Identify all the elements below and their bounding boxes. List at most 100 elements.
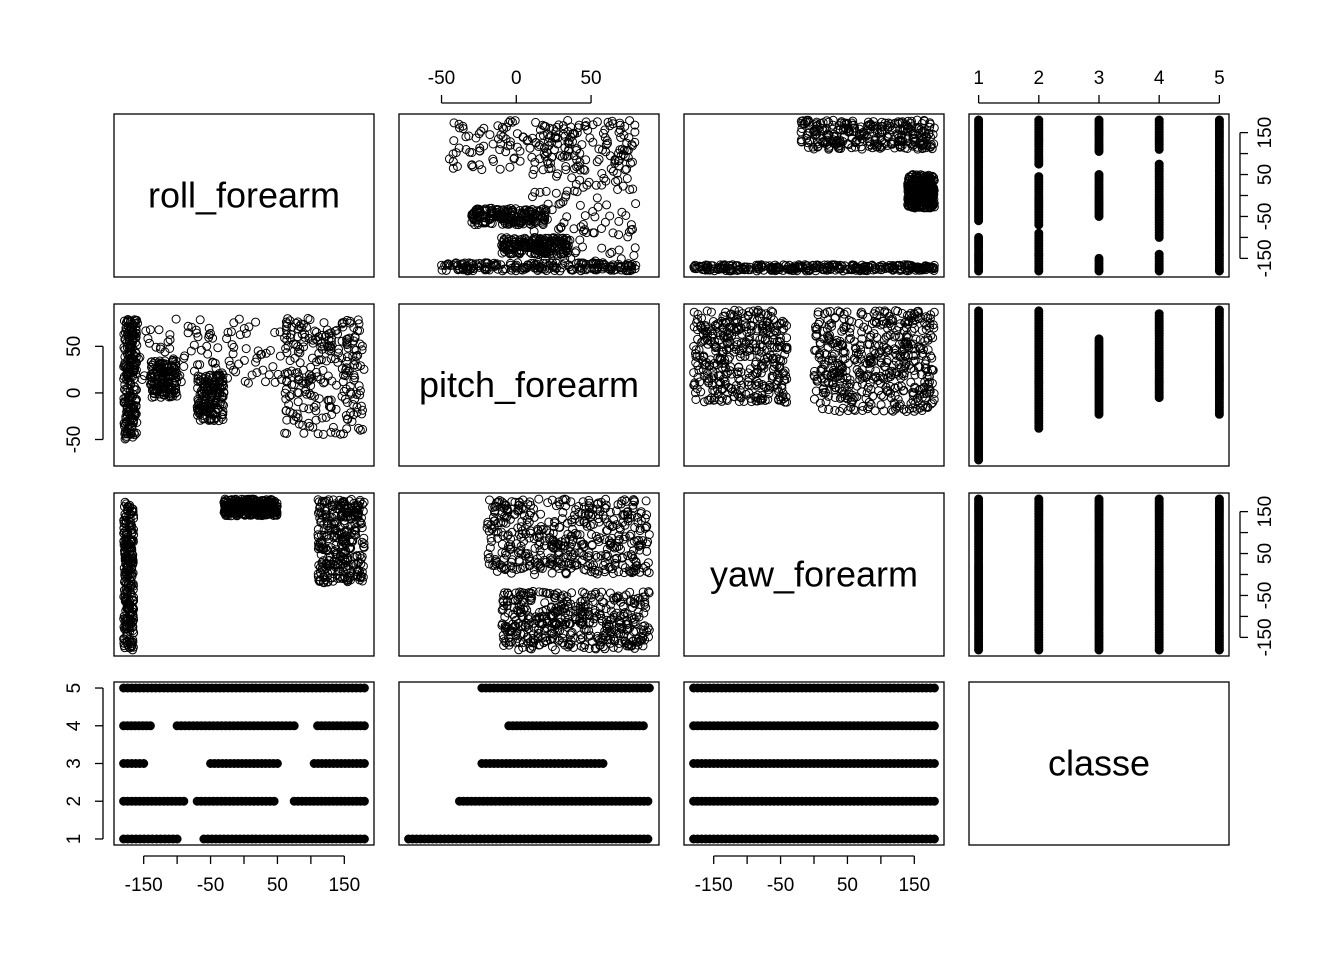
scatter-point	[342, 335, 352, 344]
scatter-point	[268, 362, 278, 372]
scatter-point	[622, 174, 632, 183]
scatter-point	[121, 419, 131, 429]
scatter-point	[146, 370, 156, 379]
scatter-point	[754, 312, 764, 322]
scatter-point	[330, 326, 340, 336]
scatter-point	[264, 370, 274, 380]
scatter-point	[770, 358, 780, 368]
scatter-point	[501, 122, 511, 132]
scatter-point	[907, 122, 917, 132]
scatter-point	[766, 306, 776, 316]
scatter-point	[909, 128, 919, 138]
scatter-point	[327, 512, 337, 522]
scatter-point	[328, 576, 338, 586]
scatter-point	[171, 388, 181, 398]
scatter-point	[552, 122, 562, 132]
scatter-point	[170, 373, 180, 383]
scatter-point	[597, 243, 607, 253]
scatter-point	[355, 497, 365, 507]
scatter-point	[838, 355, 848, 365]
scatter-point	[281, 384, 291, 394]
scatter-point	[614, 156, 624, 165]
scatter-point	[282, 330, 292, 340]
scatter-point	[928, 199, 938, 209]
scatter-point	[536, 205, 546, 215]
scatter-point	[921, 312, 931, 322]
scatter-point	[811, 322, 820, 332]
scatter-point	[225, 499, 235, 509]
scatter-point	[808, 142, 818, 152]
scatter-point	[725, 337, 735, 347]
scatter-point	[147, 376, 157, 386]
scatter-point	[859, 322, 869, 332]
scatter-point	[610, 156, 620, 166]
scatter-point	[126, 380, 136, 390]
scatter-point	[880, 264, 890, 274]
scatter-point	[562, 186, 572, 196]
scatter-point	[328, 422, 338, 432]
scatter-point	[333, 566, 343, 576]
scatter-point	[553, 139, 562, 149]
scatter-point	[691, 395, 701, 404]
scatter-point	[331, 428, 340, 438]
scatter-point	[625, 185, 635, 195]
scatter-point	[730, 384, 740, 394]
scatter-point	[818, 138, 828, 148]
scatter-point	[899, 369, 909, 378]
scatter-point	[474, 129, 484, 139]
scatter-point	[569, 224, 579, 234]
scatter-point	[564, 139, 574, 149]
scatter-point	[119, 374, 129, 384]
scatter-point	[204, 332, 214, 342]
scatter-point	[285, 356, 295, 366]
scatter-point	[163, 377, 173, 387]
scatter-point	[556, 240, 566, 250]
scatter-point	[628, 184, 638, 194]
scatter-point	[858, 401, 868, 411]
scatter-point	[726, 383, 736, 393]
scatter-point	[839, 314, 849, 324]
scatter-point	[850, 343, 860, 353]
scatter-point	[616, 254, 626, 264]
scatter-point	[539, 131, 548, 140]
scatter-point	[328, 495, 338, 505]
scatter-point	[503, 206, 513, 216]
scatter-point	[352, 408, 362, 417]
scatter-point	[167, 361, 177, 371]
scatter-point	[535, 242, 544, 252]
scatter-point	[552, 171, 561, 181]
scatter-point	[778, 394, 788, 404]
scatter-point	[900, 351, 910, 360]
scatter-point	[626, 264, 636, 274]
scatter-point	[839, 118, 849, 128]
scatter-point	[563, 116, 573, 125]
scatter-point	[780, 366, 790, 376]
scatter-point	[623, 265, 633, 275]
scatter-point	[881, 343, 891, 353]
scatter-point	[251, 357, 261, 367]
scatter-point	[282, 429, 292, 438]
scatter-point	[602, 200, 612, 210]
scatter-point	[504, 118, 514, 127]
scatter-point	[844, 334, 854, 344]
scatter-point	[272, 498, 282, 508]
scatter-point	[815, 338, 825, 347]
scatter-point	[605, 211, 615, 221]
scatter-point	[282, 348, 292, 358]
scatter-point	[743, 368, 753, 378]
scatter-point	[491, 260, 501, 270]
scatter-point	[359, 533, 369, 543]
scatter-point	[725, 352, 734, 362]
scatter-point	[869, 309, 879, 319]
scatter-point	[541, 248, 551, 258]
scatter-point	[913, 172, 923, 182]
scatter-point	[357, 341, 367, 351]
scatter-point	[883, 387, 893, 397]
scatter-point	[821, 397, 831, 407]
scatter-point	[322, 356, 331, 366]
scatter-point	[323, 559, 333, 569]
scatter-point	[354, 381, 364, 391]
scatter-point	[549, 242, 559, 252]
scatter-point	[895, 332, 904, 342]
scatter-point	[916, 263, 925, 273]
